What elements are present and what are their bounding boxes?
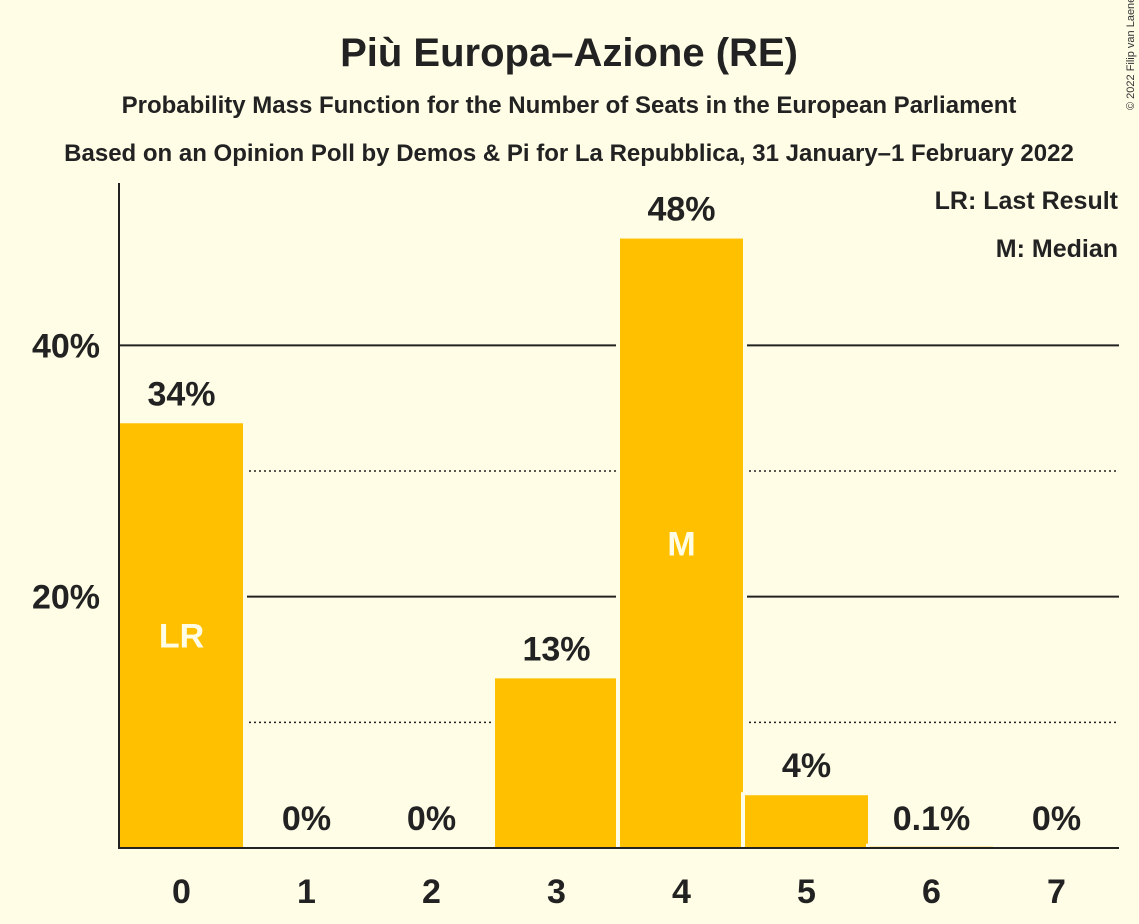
y-tick-labels: 20% 40% <box>32 327 100 616</box>
copyright-note: © 2022 Filip van Laenen <box>1125 0 1137 110</box>
chart-title: Più Europa–Azione (RE) <box>340 31 798 75</box>
value-label-3: 13% <box>522 630 590 668</box>
legend-entry-0: LR: Last Result <box>935 187 1119 215</box>
value-label-6: 0.1% <box>893 800 971 838</box>
axes <box>118 183 1119 849</box>
bar-3 <box>495 678 618 848</box>
bars <box>116 235 997 848</box>
x-tick-label-3: 3 <box>547 873 566 911</box>
x-tick-label-7: 7 <box>1047 873 1066 911</box>
x-tick-labels: 0 1 2 3 4 5 6 7 <box>172 873 1066 911</box>
legend: LR: Last Result M: Median <box>935 187 1119 263</box>
bar-halo-6 <box>866 843 997 848</box>
y-tick-label-0: 20% <box>32 579 100 617</box>
value-label-5: 4% <box>782 747 831 785</box>
value-label-1: 0% <box>282 800 331 838</box>
legend-entry-1: M: Median <box>996 235 1118 263</box>
bar-marker-m: M <box>667 525 695 563</box>
bar-0 <box>120 423 243 848</box>
y-tick-label-1: 40% <box>32 327 100 365</box>
x-tick-label-5: 5 <box>797 873 816 911</box>
bar-marker-lr: LR <box>159 618 204 656</box>
x-tick-label-0: 0 <box>172 873 191 911</box>
value-label-7: 0% <box>1032 800 1081 838</box>
x-tick-label-6: 6 <box>922 873 941 911</box>
chart-subtitle: Probability Mass Function for the Number… <box>122 92 1017 119</box>
bar-4 <box>620 238 743 848</box>
x-tick-label-4: 4 <box>672 873 691 911</box>
value-label-2: 0% <box>407 800 456 838</box>
x-tick-label-2: 2 <box>422 873 441 911</box>
bar-5 <box>745 795 868 848</box>
value-label-4: 48% <box>647 191 715 229</box>
x-tick-label-1: 1 <box>297 873 316 911</box>
chart-source-line: Based on an Opinion Poll by Demos & Pi f… <box>64 140 1074 167</box>
value-label-0: 34% <box>147 375 215 413</box>
value-labels: 34% 0% 0% 13% 48% 4% 0.1% 0% LR M <box>147 191 1081 838</box>
